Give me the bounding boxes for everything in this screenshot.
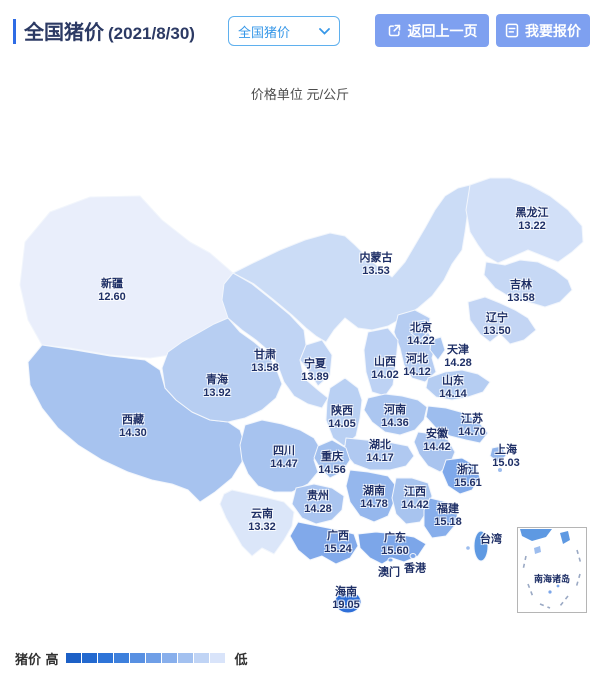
quote-button-label: 我要报价 (525, 22, 581, 39)
region-neimenggu[interactable] (232, 184, 471, 343)
region-liaoning[interactable] (467, 296, 537, 345)
region-hebei[interactable] (393, 309, 437, 383)
region-fujian[interactable] (423, 497, 459, 539)
region-beijing[interactable] (410, 319, 429, 341)
legend-swatches (66, 653, 226, 663)
region-tibet[interactable] (27, 344, 246, 503)
region-guizhou[interactable] (291, 483, 345, 525)
legend-swatch-5 (130, 653, 146, 663)
inset-islet (548, 590, 552, 594)
region-qinghai[interactable] (161, 317, 283, 423)
legend-swatch-9 (194, 653, 210, 663)
inset-island (534, 546, 541, 554)
legend-high-label: 高 (45, 651, 59, 667)
back-button-label: 返回上一页 (407, 22, 478, 39)
inset-label: 南海诸岛 (533, 574, 570, 584)
quote-button[interactable]: 我要报价 (496, 14, 590, 47)
region-taiwan[interactable] (473, 530, 489, 562)
inset-dash-line (522, 549, 582, 609)
region-jilin[interactable] (483, 259, 573, 308)
legend-swatch-3 (98, 653, 114, 663)
price-legend: 猪价 高 低 (15, 650, 248, 667)
coastal-island (466, 546, 470, 550)
price-unit-note: 价格单位 元/公斤 (250, 87, 350, 102)
back-button[interactable]: 返回上一页 (375, 14, 489, 47)
region-guangxi[interactable] (289, 521, 359, 565)
return-arrow-icon (388, 24, 400, 37)
region-shanghai[interactable] (489, 445, 507, 463)
region-shanxi[interactable] (363, 327, 399, 397)
region-select-value: 全国猪价 (238, 24, 291, 40)
region-hunan[interactable] (345, 469, 397, 523)
legend-swatch-7 (162, 653, 178, 663)
region-hubei[interactable] (343, 437, 415, 471)
region-yunnan[interactable] (219, 489, 295, 557)
legend-swatch-4 (114, 653, 130, 663)
region-shandong[interactable] (425, 369, 491, 401)
region-gansu[interactable] (221, 272, 329, 409)
region-guangdong[interactable] (357, 531, 427, 565)
region-macau[interactable] (387, 557, 394, 563)
legend-swatch-2 (82, 653, 98, 663)
chevron-down-icon (319, 27, 330, 35)
report-icon (505, 23, 519, 38)
legend-swatch-10 (210, 653, 226, 663)
region-jiangsu[interactable] (425, 405, 489, 444)
region-heilongjiang[interactable] (465, 177, 584, 264)
south-china-sea-inset: 南海诸岛 (517, 527, 587, 613)
region-ningxia[interactable] (299, 339, 333, 387)
region-shaanxi[interactable] (325, 377, 363, 447)
page-title: 全国猪价 (2021/8/30) (24, 16, 195, 45)
page-title-text: 全国猪价 (24, 22, 104, 44)
region-hongkong[interactable] (409, 553, 417, 559)
region-chongqing[interactable] (313, 439, 351, 479)
legend-title: 猪价 (15, 651, 42, 667)
region-zhejiang[interactable] (441, 457, 481, 495)
coastal-island (498, 468, 502, 472)
region-hainan[interactable] (334, 590, 362, 614)
inset-islet (556, 584, 560, 588)
legend-swatch-6 (146, 653, 162, 663)
region-select[interactable]: 全国猪价 (228, 16, 340, 46)
region-henan[interactable] (363, 393, 428, 436)
inset-taiwan-island (560, 531, 570, 544)
south-china-sea-inset-map (520, 529, 582, 609)
title-accent-bar (13, 19, 16, 44)
header: 全国猪价 (2021/8/30) 全国猪价 返回上一页 我要报价 (0, 0, 600, 60)
legend-swatch-8 (178, 653, 194, 663)
region-tianjin[interactable] (429, 336, 446, 361)
inset-coastline (520, 529, 552, 541)
region-sichuan[interactable] (239, 419, 321, 493)
legend-swatch-1 (66, 653, 82, 663)
page-title-date: (2021/8/30) (108, 24, 195, 43)
legend-low-label: 低 (234, 651, 248, 667)
